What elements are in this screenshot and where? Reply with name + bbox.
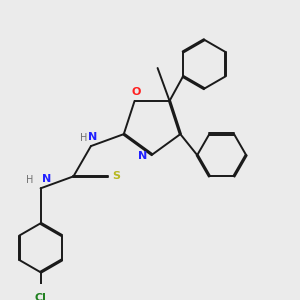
Text: Cl: Cl [34, 293, 46, 300]
Text: S: S [112, 171, 121, 182]
Text: N: N [138, 152, 147, 161]
Text: H: H [80, 133, 88, 142]
Text: N: N [88, 132, 97, 142]
Text: O: O [132, 87, 141, 97]
Text: N: N [42, 174, 52, 184]
Text: H: H [26, 175, 34, 185]
